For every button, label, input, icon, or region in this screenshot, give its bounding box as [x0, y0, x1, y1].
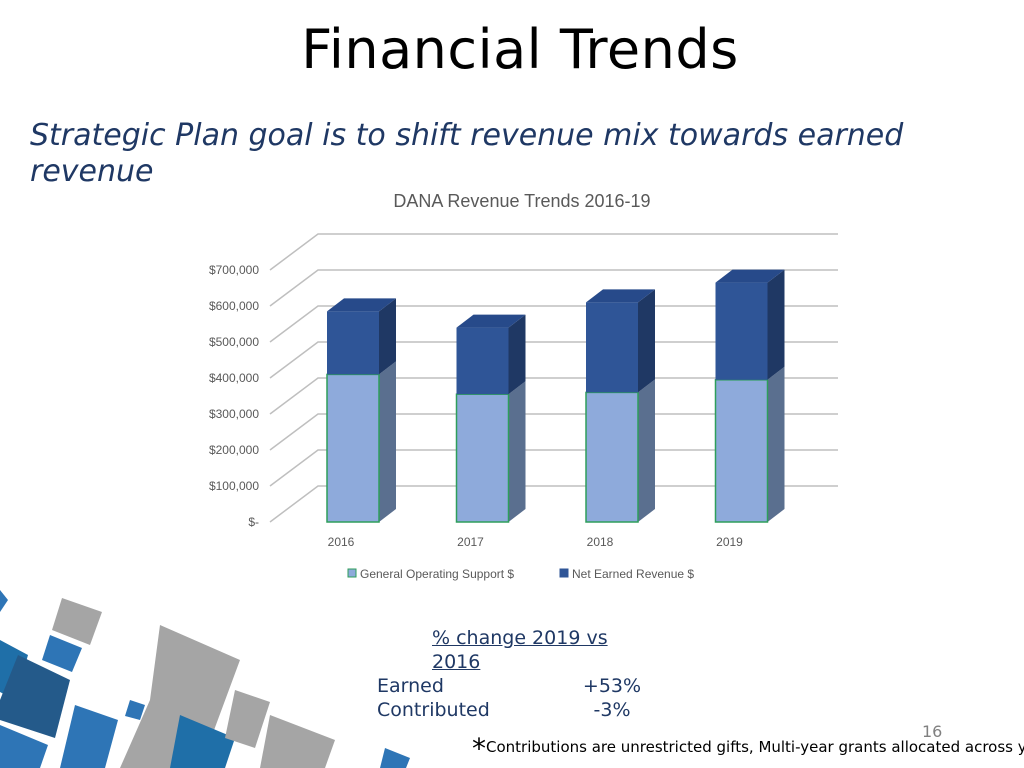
chart-bars — [326, 269, 785, 523]
chart-title: DANA Revenue Trends 2016-19 — [393, 191, 650, 211]
gridline — [269, 377, 838, 415]
x-tick-label: 2017 — [457, 535, 484, 549]
chart-y-axis: $- $100,000 $200,000 $300,000 $400,000 $500,0… — [209, 263, 259, 529]
x-tick-label: 2016 — [328, 535, 355, 549]
bar-segment — [586, 302, 638, 393]
bar-segment — [715, 282, 768, 380]
page-number: 16 — [922, 722, 943, 741]
slide-title: Financial Trends — [301, 18, 739, 81]
y-tick-label: $600,000 — [209, 299, 259, 313]
bar-top-face — [456, 314, 526, 328]
y-tick-label: $100,000 — [209, 479, 259, 493]
bar-side-face — [508, 381, 526, 522]
bar-top-face — [586, 289, 655, 303]
row-value: -3% — [593, 699, 631, 721]
bar-side-face — [508, 314, 526, 395]
bar-side-face — [767, 366, 785, 522]
row-value: +53% — [582, 675, 642, 697]
row-label: Contributed — [377, 699, 490, 721]
gridline — [269, 341, 838, 379]
bar-segment — [585, 391, 639, 523]
bar-top-face — [715, 269, 785, 283]
slide-subtitle: Strategic Plan goal is to shift revenue … — [30, 118, 904, 189]
bar-segment — [326, 373, 380, 523]
y-tick-label: $300,000 — [209, 407, 259, 421]
row-label: Earned — [377, 675, 444, 697]
bar-segment — [714, 379, 769, 523]
bar-side-face — [638, 379, 655, 522]
legend-label: General Operating Support $ — [360, 567, 514, 581]
percent-change-row-earned: Earned +53% — [377, 674, 657, 698]
bar-side-face — [638, 289, 655, 393]
y-tick-label: $700,000 — [209, 263, 259, 277]
gridline — [269, 413, 838, 451]
gridline — [269, 233, 838, 271]
footnote: *Contributions are unrestricted gifts, M… — [472, 732, 1024, 765]
x-tick-label: 2018 — [587, 535, 614, 549]
bar-side-face — [379, 361, 396, 522]
gridline — [269, 269, 838, 307]
bar-side-face — [379, 298, 396, 375]
y-tick-label: $500,000 — [209, 335, 259, 349]
chart-legend: General Operating Support $ Net Earned Re… — [347, 567, 694, 581]
bar-segment — [455, 393, 510, 523]
gridline — [269, 449, 838, 487]
percent-change-row-contributed: Contributed -3% — [377, 698, 657, 722]
y-tick-label: $200,000 — [209, 443, 259, 457]
y-tick-label: $- — [248, 515, 259, 529]
revenue-chart: DANA Revenue Trends 2016-19 $- $100,000 $2… — [209, 191, 838, 581]
percent-change-summary: % change 2019 vs 2016 Earned +53% Contri… — [377, 626, 657, 722]
legend-swatch — [347, 568, 357, 578]
legend-swatch — [559, 568, 569, 578]
bar-segment — [456, 327, 509, 395]
gridline — [269, 485, 838, 523]
bar-side-face — [767, 269, 785, 380]
x-tick-label: 2019 — [716, 535, 743, 549]
bar-segment — [327, 311, 379, 375]
chart-gridlines — [269, 233, 838, 523]
footnote-text: Contributions are unrestricted gifts, Mu… — [486, 738, 1024, 756]
gridline — [269, 305, 838, 343]
bar-top-face — [327, 298, 396, 312]
percent-change-header: % change 2019 vs 2016 — [432, 627, 608, 673]
chart-x-axis: 2016 2017 2018 2019 — [328, 535, 744, 549]
legend-label: Net Earned Revenue $ — [572, 567, 694, 581]
footnote-marker: * — [472, 732, 486, 765]
y-tick-label: $400,000 — [209, 371, 259, 385]
